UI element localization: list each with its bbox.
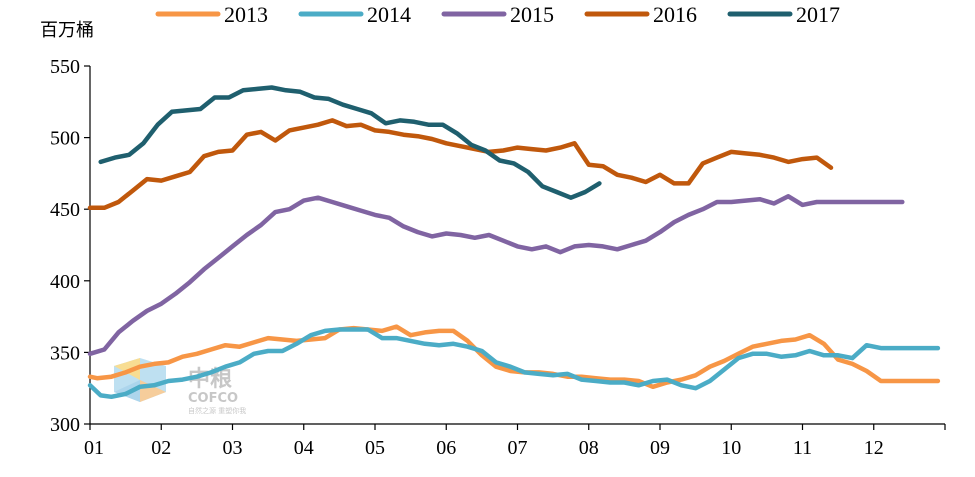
watermark-slogan: 自然之源 重塑你我 bbox=[188, 406, 246, 415]
legend-label-2016: 2016 bbox=[653, 2, 697, 27]
axes: 300 350 400 450 500 550 01 02 03 04 05 06 07 08 09 10 11… bbox=[50, 56, 946, 459]
series-line-2016 bbox=[87, 118, 834, 211]
x-tick-label: 07 bbox=[508, 437, 528, 459]
y-tick-label: 500 bbox=[50, 128, 80, 150]
x-tick-label: 02 bbox=[151, 437, 171, 459]
legend-label-2014: 2014 bbox=[367, 2, 411, 27]
y-tick-label: 450 bbox=[50, 199, 80, 221]
y-tick-label: 350 bbox=[50, 342, 80, 364]
x-tick-label: 10 bbox=[721, 437, 741, 459]
legend-label-2015: 2015 bbox=[510, 2, 554, 27]
series-layer bbox=[87, 85, 941, 400]
x-tick-label: 05 bbox=[365, 437, 385, 459]
series-line-2017 bbox=[98, 85, 602, 200]
legend: 2013 2014 2015 2016 2017 bbox=[155, 2, 840, 27]
y-tick-label: 550 bbox=[50, 56, 80, 78]
x-tick-label: 09 bbox=[650, 437, 670, 459]
x-tick-label: 11 bbox=[793, 437, 812, 459]
x-tick-label: 03 bbox=[223, 437, 243, 459]
legend-label-2017: 2017 bbox=[796, 2, 840, 27]
series-line-2015 bbox=[87, 194, 905, 357]
y-axis-unit-label: 百万桶 bbox=[40, 20, 94, 41]
series-line-2014 bbox=[87, 327, 941, 400]
x-tick-label: 12 bbox=[864, 437, 884, 459]
legend-label-2013: 2013 bbox=[224, 2, 268, 27]
x-tick-label: 08 bbox=[579, 437, 599, 459]
watermark-brand-en: COFCO bbox=[188, 391, 238, 406]
series-line-2013 bbox=[87, 324, 941, 390]
x-tick-label: 01 bbox=[84, 437, 104, 459]
y-tick-label: 300 bbox=[50, 414, 80, 436]
x-tick-label: 04 bbox=[294, 437, 314, 459]
x-tick-label: 06 bbox=[436, 437, 456, 459]
y-tick-label: 400 bbox=[50, 271, 80, 293]
